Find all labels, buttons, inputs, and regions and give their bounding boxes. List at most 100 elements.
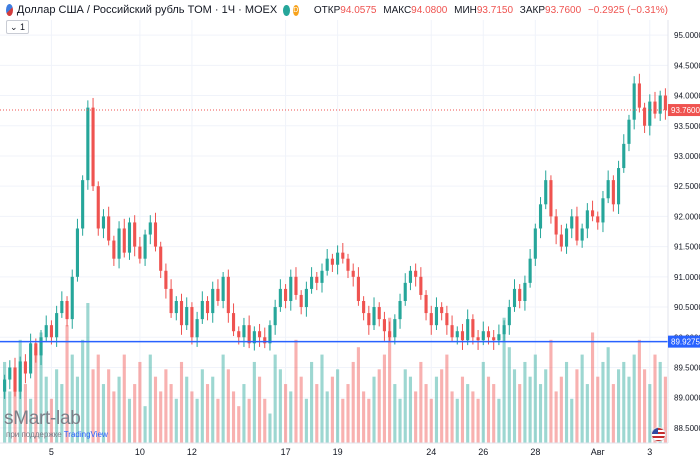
candle-body xyxy=(143,234,147,259)
volume-bar xyxy=(174,398,178,443)
y-tick-label: 90.5000 xyxy=(674,303,700,312)
candle-body xyxy=(606,180,610,199)
volume-bar xyxy=(164,369,168,443)
candle-body xyxy=(122,228,126,253)
volume-bar xyxy=(429,398,433,443)
candle-body xyxy=(169,288,173,314)
x-tick-label: 19 xyxy=(333,447,343,457)
low-label: МИН xyxy=(454,4,477,16)
candle-body xyxy=(601,198,605,223)
tradingview-link[interactable]: TradingView xyxy=(63,430,108,439)
indicators-collapse-button[interactable]: ⌄ 1 xyxy=(6,20,30,34)
volume-bar xyxy=(75,376,80,443)
volume-bar xyxy=(169,384,173,443)
support-price-label: 89.9275 xyxy=(671,338,700,347)
volume-bar xyxy=(575,369,579,443)
candle-body xyxy=(325,258,329,271)
volume-bar xyxy=(237,406,241,443)
candle-body xyxy=(96,186,100,229)
volume-bar xyxy=(284,384,288,443)
volume-bar xyxy=(179,361,184,443)
volume-bar xyxy=(257,376,262,443)
volume-bar xyxy=(523,361,527,443)
volume-bar xyxy=(648,384,652,443)
volume-bar xyxy=(112,391,116,443)
volume-bar xyxy=(91,369,95,443)
chart-header: Доллар США / Российский рубль TOM · 1Ч ·… xyxy=(0,0,668,20)
volume-bar xyxy=(13,369,17,443)
volume-bar xyxy=(512,369,517,443)
high-label: МАКС xyxy=(383,4,412,16)
candle-body xyxy=(637,83,641,108)
volume-bar xyxy=(101,384,106,443)
candle-body xyxy=(544,180,548,205)
y-tick-label: 91.5000 xyxy=(674,243,700,252)
candle-body xyxy=(564,228,569,247)
y-tick-label: 92.5000 xyxy=(674,182,700,191)
candle-body xyxy=(362,300,366,314)
y-tick-label: 88.5000 xyxy=(674,424,700,433)
y-tick-label: 89.5000 xyxy=(674,363,700,372)
candle-body xyxy=(559,234,563,247)
volume-bar xyxy=(632,354,636,443)
high-value: 94.0800 xyxy=(411,4,448,16)
x-tick-label: 3 xyxy=(647,447,652,457)
candle-body xyxy=(611,180,615,205)
candle-body xyxy=(445,313,449,326)
us-flag-icon[interactable] xyxy=(651,427,666,442)
volume-bar xyxy=(424,384,428,443)
x-tick-label: 10 xyxy=(135,447,145,457)
supported-by-text: при поддержке TradingView xyxy=(6,430,108,439)
volume-bar xyxy=(434,376,439,443)
open-value: 94.0575 xyxy=(340,4,377,16)
volume-bar xyxy=(507,347,511,443)
candle-body xyxy=(346,258,350,271)
volume-bar xyxy=(3,361,7,443)
candle-body xyxy=(310,276,314,289)
volume-bar xyxy=(663,376,667,443)
volume-bar xyxy=(445,354,449,443)
volume-bar xyxy=(185,376,189,443)
candle-body xyxy=(8,367,12,380)
candle-body xyxy=(174,300,178,314)
volume-bar xyxy=(294,339,298,443)
x-tick-label: 26 xyxy=(478,447,488,457)
volume-bar xyxy=(122,354,126,443)
volume-bar xyxy=(388,317,392,443)
candle-body xyxy=(205,300,210,314)
candle-body xyxy=(252,331,256,344)
volume-bar xyxy=(502,317,506,443)
candle-body xyxy=(65,300,69,320)
volume-bar xyxy=(611,384,615,443)
symbol-title[interactable]: Доллар США / Российский рубль TOM · 1Ч ·… xyxy=(16,4,278,16)
candle-body xyxy=(247,325,251,344)
y-tick-label: 93.0000 xyxy=(674,152,700,161)
volume-bar xyxy=(49,398,53,443)
candle-body xyxy=(460,331,465,341)
candle-body xyxy=(663,95,667,111)
volume-bar xyxy=(263,398,267,443)
open-label: ОТКР xyxy=(313,4,341,16)
volume-bar xyxy=(362,391,366,443)
candle-body xyxy=(554,216,558,235)
candle-body xyxy=(341,252,345,259)
candle-body xyxy=(179,300,184,326)
volume-bar xyxy=(143,406,147,443)
volume-bar xyxy=(231,391,236,443)
candle-body xyxy=(231,313,236,332)
volume-bar xyxy=(538,384,543,443)
y-tick-label: 91.0000 xyxy=(674,273,700,282)
axes: 95.0000 94.5000 94.0000 93.5000 93.0000 92.50… xyxy=(0,20,700,457)
volume-bar xyxy=(564,361,569,443)
y-tick-label: 94.5000 xyxy=(674,61,700,70)
volume-bar xyxy=(190,391,194,443)
candle-body xyxy=(512,288,517,308)
candle-body xyxy=(632,83,636,120)
volume-bar xyxy=(23,384,27,443)
grid xyxy=(0,20,668,443)
candle-body xyxy=(263,337,267,344)
volume-bar xyxy=(476,398,480,443)
candle-body xyxy=(44,325,48,338)
volume-bar xyxy=(320,354,324,443)
